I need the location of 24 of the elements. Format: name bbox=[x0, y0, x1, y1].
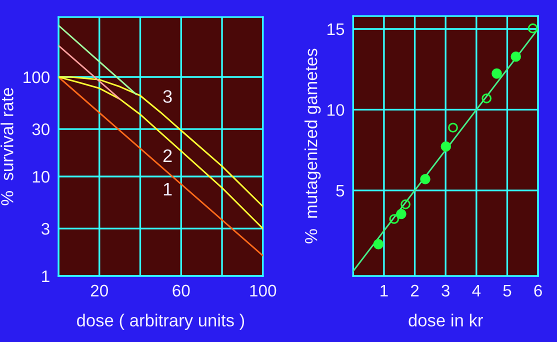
y-tick-label: 3 bbox=[42, 222, 50, 235]
y-tick-label: 15 bbox=[328, 24, 344, 36]
x-tick-label: 6 bbox=[534, 284, 542, 297]
x-axis-title: dose ( arbitrary units ) bbox=[77, 314, 244, 330]
x-tick-label: 4 bbox=[472, 284, 481, 296]
y-tick-label: 1 bbox=[42, 270, 50, 282]
y-tick-label: 10 bbox=[32, 170, 50, 183]
x-tick-label: 5 bbox=[503, 284, 512, 297]
x-tick-label: 3 bbox=[442, 284, 450, 297]
x-tick-label: 60 bbox=[172, 284, 190, 297]
y-tick-label: 10 bbox=[328, 104, 344, 116]
x-tick-label: 2 bbox=[410, 284, 419, 296]
y-tick-label: 100 bbox=[24, 71, 50, 84]
y-tick-label: 30 bbox=[32, 123, 50, 136]
series-label: 2 bbox=[163, 149, 172, 162]
x-tick-label: 100 bbox=[250, 284, 276, 297]
y-tick-label: 5 bbox=[336, 185, 344, 197]
series-label: 3 bbox=[163, 90, 172, 103]
series-label: 1 bbox=[164, 183, 172, 196]
y-axis-title: % mutagenized gametes bbox=[304, 48, 321, 244]
x-tick-label: 20 bbox=[90, 284, 108, 297]
y-axis-title: % survival rate bbox=[0, 88, 14, 206]
x-axis-title: dose in kr bbox=[408, 314, 483, 327]
x-tick-label: 1 bbox=[380, 284, 388, 296]
